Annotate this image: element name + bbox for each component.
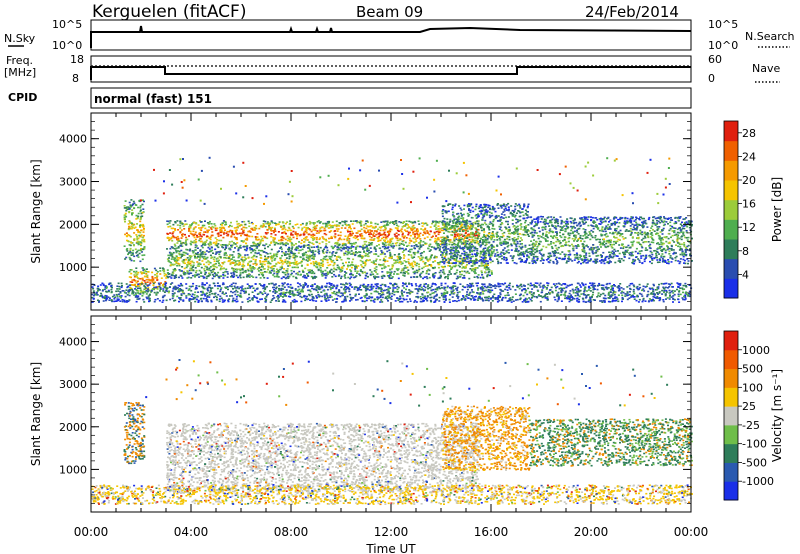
colorbar-tick-label: 4 [742,268,749,281]
colorbar-tick-label: 500 [742,363,763,376]
colorbar-tick-label: 1000 [742,344,770,357]
velocity-colorbar: 1000 500 100 25 -25 -100 -500 -1000 Velocity [m … [723,330,784,501]
y-axis-label: Slant Range [km] [29,362,43,466]
date-title: 24/Feb/2014 [585,3,679,21]
freq-label-line1: Freq. [6,54,33,67]
y-axis-label: Slant Range [km] [29,159,43,263]
y-tick-label: 3000 [59,176,87,189]
plot-frame [90,112,692,311]
cpid-label: CPID [8,91,37,104]
colorbar-label: Power [dB] [770,177,784,242]
velocity-echo-cells [91,359,693,506]
station-title: Kerguelen (fitACF) [92,2,246,22]
freq-trace [90,66,691,80]
colorbar-tick-label: 12 [742,221,756,234]
noise-panel: N.Sky 10^5 10^0 10^5 10^0 N.Search [4,18,795,52]
x-tick-label: 00:00 [74,525,109,539]
x-axis-label: Time UT [365,542,416,554]
freq-panel: Freq. [MHz] 18 8 60 0 Nave [4,53,780,85]
colorbar-tick-label: -500 [742,456,767,469]
x-tick-label: 20:00 [574,525,609,539]
y-tick-label: 2000 [59,421,87,434]
freq-left-tick-low: 8 [72,72,79,85]
power-echo-cells [91,156,693,303]
colorbar-tick-label: 8 [742,245,749,258]
colorbar-label: Velocity [m s⁻¹] [770,369,784,462]
cpid-value: normal (fast) 151 [94,92,212,106]
y-tick-label: 1000 [59,261,87,274]
noise-right-tick-low: 10^0 [708,39,738,52]
x-tick-label: 12:00 [374,525,409,539]
nave-right-tick-low: 0 [708,72,715,85]
colorbar-tick-label: 28 [742,127,756,140]
x-tick-label: 00:00 [674,525,709,539]
colorbar-tick-label: -100 [742,438,767,451]
y-tick-label: 2000 [59,218,87,231]
colorbar-tick-label: 25 [742,400,756,413]
power-panel: 1000 2000 3000 4000 Slant Range [km] 4 8 12 16 20… [29,112,784,311]
colorbar-tick-label: -1000 [742,475,774,488]
colorbar-tick-label: 20 [742,174,756,187]
y-tick-label: 1000 [59,463,87,476]
noise-sky-trace [90,25,692,48]
time-axis: 00:00 04:00 08:00 12:00 16:00 20:00 00:00 [74,525,709,539]
nave-label: Nave [752,62,780,75]
y-tick-label: 3000 [59,378,87,391]
x-tick-label: 04:00 [174,525,209,539]
colorbar-tick-label: 16 [742,198,756,211]
x-tick-label: 16:00 [474,525,509,539]
noise-search-label: N.Search [745,30,795,43]
noise-right-tick-high: 10^5 [708,18,738,31]
y-tick-label: 4000 [59,336,87,349]
colorbar-tick-label: 24 [742,150,756,163]
noise-sky-label: N.Sky [4,32,36,45]
noise-left-tick-high: 10^5 [52,18,82,31]
beam-title: Beam 09 [356,3,423,21]
y-tick-label: 4000 [59,133,87,146]
colorbar-tick-label: 100 [742,381,763,394]
noise-left-tick-low: 10^0 [52,39,82,52]
freq-label-line2: [MHz] [4,66,36,79]
nave-right-tick-high: 60 [708,53,722,66]
x-tick-label: 08:00 [274,525,309,539]
colorbar-tick-label: -25 [742,419,760,432]
power-colorbar: 4 8 12 16 20 24 28 Power [dB] [723,120,784,299]
freq-left-tick-high: 18 [70,53,84,66]
